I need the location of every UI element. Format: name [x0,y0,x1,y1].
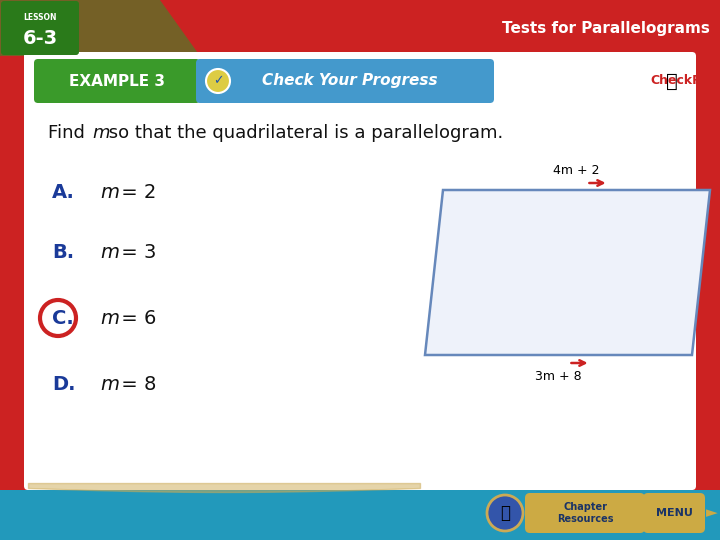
Text: m: m [100,375,119,394]
Text: = 8: = 8 [115,375,156,394]
FancyBboxPatch shape [1,1,79,55]
Text: 3m + 8: 3m + 8 [535,370,582,383]
Polygon shape [425,190,710,355]
Text: ✓: ✓ [212,75,223,87]
Text: = 3: = 3 [115,242,156,261]
Text: m: m [100,183,119,201]
Text: m: m [100,308,119,327]
Text: 🏁: 🏁 [666,71,678,91]
Text: B.: B. [52,242,74,261]
Text: MENU: MENU [656,508,693,518]
Circle shape [206,69,230,93]
Text: EXAMPLE 3: EXAMPLE 3 [69,75,165,90]
Text: LESSON: LESSON [23,12,57,22]
Polygon shape [0,490,720,540]
FancyBboxPatch shape [24,52,696,490]
Text: 6-3: 6-3 [22,29,58,48]
Text: C.: C. [52,308,73,327]
Text: = 2: = 2 [115,183,156,201]
Text: ◄: ◄ [692,505,704,521]
Text: Check Your Progress: Check Your Progress [262,73,438,89]
FancyBboxPatch shape [196,59,494,103]
FancyBboxPatch shape [643,493,705,533]
Text: D.: D. [52,375,76,394]
FancyBboxPatch shape [525,493,645,533]
Text: m: m [92,124,109,142]
Text: Tests for Parallelograms: Tests for Parallelograms [502,21,710,36]
Text: ►: ► [706,505,718,521]
Text: Find: Find [48,124,91,142]
Text: = 6: = 6 [115,308,156,327]
Text: so that the quadrilateral is a parallelogram.: so that the quadrilateral is a parallelo… [103,124,503,142]
FancyBboxPatch shape [34,59,200,103]
Circle shape [487,495,523,531]
Text: Chapter
Resources: Chapter Resources [557,502,613,524]
Text: A.: A. [52,183,75,201]
Polygon shape [0,0,200,56]
Text: 🌐: 🌐 [500,504,510,522]
Text: 4m + 2: 4m + 2 [553,164,600,177]
Text: m: m [100,242,119,261]
Text: CheckPoint: CheckPoint [651,75,720,87]
